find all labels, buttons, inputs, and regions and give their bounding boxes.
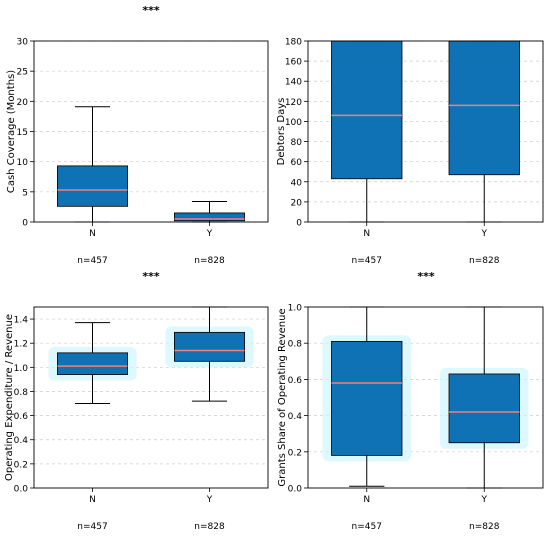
- sample-count-label: n=457: [77, 522, 107, 532]
- y-tick-label: 40: [291, 178, 303, 188]
- box-N: [57, 165, 128, 207]
- x-tick-label: Y: [481, 229, 488, 239]
- y-tick-label: 0.8: [288, 340, 303, 350]
- x-tick-label: N: [363, 495, 370, 505]
- y-tick-label: 160: [285, 58, 302, 68]
- box-Y: [173, 212, 245, 222]
- x-tick-label: Y: [481, 495, 488, 505]
- y-tick-label: 0.8: [14, 388, 29, 398]
- y-tick-label: 25: [17, 68, 28, 78]
- box-N: [57, 352, 128, 375]
- sample-count-label: n=828: [194, 522, 225, 532]
- y-tick-label: 100: [285, 118, 302, 128]
- y-tick-label: 180: [285, 38, 302, 48]
- y-tick-label: 10: [17, 158, 29, 168]
- sample-count-label: n=457: [77, 256, 107, 266]
- y-tick-label: 1.2: [14, 340, 28, 350]
- y-tick-label: 60: [291, 158, 303, 168]
- sample-count-label: n=457: [352, 256, 382, 266]
- plot-frame: [307, 40, 544, 223]
- y-tick-label: 80: [291, 138, 303, 148]
- significance-title: ***: [142, 270, 160, 283]
- y-tick-label: 1.0: [14, 364, 29, 374]
- sample-count-label: n=828: [194, 256, 225, 266]
- y-axis-label: Grants Share of Operating Revenue: [277, 308, 288, 486]
- x-tick-label: Y: [206, 229, 213, 239]
- y-axis-label: Operating Expenditure / Revenue: [4, 314, 15, 481]
- x-tick-label: Y: [206, 495, 213, 505]
- x-tick-label: N: [89, 229, 96, 239]
- y-tick-label: 5: [22, 188, 28, 198]
- y-tick-label: 140: [285, 78, 302, 88]
- y-tick-label: 0.4: [288, 412, 303, 422]
- sample-count-label: n=828: [469, 522, 500, 532]
- subplot-1: 0 5 10 15 20 25 30 Nn=457 Yn=828 Cash Coverage (M…: [6, 4, 269, 266]
- y-tick-label: 0.6: [14, 412, 29, 422]
- y-axis-label: Cash Coverage (Months): [6, 70, 17, 193]
- y-tick-label: 0.0: [14, 485, 29, 495]
- y-axis-label: Debtors Days: [276, 98, 287, 166]
- significance-title: ***: [417, 270, 435, 283]
- box-N: [331, 40, 403, 180]
- box-Y: [448, 40, 520, 176]
- y-tick-label: 30: [17, 38, 29, 48]
- y-tick-label: 1.4: [14, 316, 29, 326]
- sample-count-label: n=457: [352, 522, 382, 532]
- x-tick-label: N: [363, 229, 370, 239]
- subplot-3: 0.0 0.2 0.4 0.6 0.8 1.0 1.2 1.4 Nn=457 Yn=828 Oper…: [4, 270, 269, 532]
- subplot-2: 0 20 40 60 80 100 120 140 160 180 Nn=457 Yn=828 Debt…: [276, 38, 544, 266]
- box-N: [331, 340, 403, 456]
- y-tick-label: 0.4: [14, 436, 29, 446]
- y-tick-label: 0.2: [288, 448, 302, 458]
- box-Y: [448, 373, 520, 444]
- sample-count-label: n=828: [469, 256, 500, 266]
- subplot-4: 0.0 0.2 0.4 0.6 0.8 1.0 Nn=457 Yn=828 Grants Sha…: [277, 270, 544, 532]
- y-tick-label: 120: [285, 98, 302, 108]
- plot-frame: [33, 306, 269, 489]
- y-tick-label: 0: [22, 219, 28, 229]
- y-tick-label: 0.6: [288, 376, 303, 386]
- box-Y: [173, 331, 245, 362]
- y-tick-label: 1.0: [288, 304, 303, 314]
- y-tick-label: 20: [291, 198, 303, 208]
- y-tick-label: 0: [296, 219, 302, 229]
- plot-frame: [307, 306, 544, 489]
- x-tick-label: N: [89, 495, 96, 505]
- y-tick-label: 0.2: [14, 460, 28, 470]
- y-tick-label: 15: [17, 128, 28, 138]
- significance-title: ***: [142, 4, 160, 17]
- y-tick-label: 0.0: [288, 485, 303, 495]
- y-tick-label: 20: [17, 98, 29, 108]
